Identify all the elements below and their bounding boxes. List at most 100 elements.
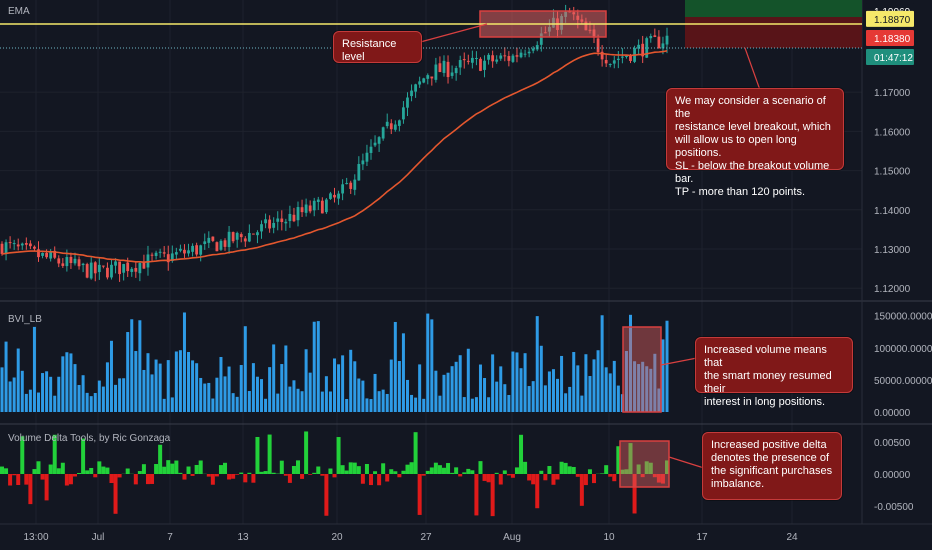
time-tick-label: 13	[237, 532, 249, 543]
volume-bar	[503, 384, 507, 412]
candle-body	[661, 43, 665, 49]
delta-bar	[36, 461, 41, 474]
delta-highlight-box[interactable]	[619, 440, 670, 488]
volume-bar	[199, 377, 203, 412]
delta-bar	[551, 474, 556, 485]
volume-bar	[588, 376, 592, 412]
delta-callout-line: denotes the presence of	[711, 452, 830, 464]
delta-axis[interactable]: 0.00500 0.00000 -0.00500	[874, 438, 914, 513]
candle-body	[260, 224, 263, 232]
candle-body	[203, 241, 207, 245]
price-badge-label: 1.18380	[874, 34, 911, 45]
volume-bar	[418, 364, 422, 412]
candle-body	[73, 258, 77, 264]
delta-bar	[77, 472, 82, 474]
candle-body	[12, 243, 16, 245]
delta-pane[interactable]	[0, 431, 669, 517]
candle-body	[625, 55, 628, 57]
delta-bar	[567, 466, 572, 474]
volume-bar	[16, 348, 20, 412]
volume-bar	[36, 392, 40, 412]
candle-body	[357, 163, 361, 181]
volume-bar	[316, 321, 320, 412]
price-axis[interactable]: 1.17000 1.16000 1.15000 1.14000 1.13000 1.120…	[874, 88, 911, 295]
candle-body	[126, 262, 130, 272]
volume-bar	[653, 353, 657, 412]
candle-body	[231, 232, 235, 242]
price-tick-label: 1.12000	[874, 284, 911, 295]
volume-bar	[93, 393, 97, 412]
price-badge	[866, 49, 914, 66]
delta-bar	[89, 467, 94, 474]
volume-bar	[576, 365, 580, 412]
candle-body	[491, 55, 495, 62]
delta-bar	[227, 474, 232, 480]
candle-body	[93, 262, 97, 274]
candle-body	[166, 254, 170, 263]
delta-bar	[214, 474, 219, 477]
candle-body	[49, 252, 53, 259]
volume-bar	[592, 359, 596, 412]
delta-bar	[356, 466, 361, 474]
candle-body	[174, 252, 178, 255]
time-tick-label: 17	[696, 532, 708, 543]
candle-body	[268, 219, 272, 229]
volume-callout-line: interest in long positions.	[704, 396, 826, 408]
delta-bar	[535, 474, 540, 509]
stop-zone[interactable]	[685, 17, 862, 48]
candle-body	[65, 257, 69, 267]
candle-body	[312, 200, 316, 211]
volume-bar	[454, 361, 458, 412]
candle-body	[527, 51, 531, 54]
candle-body	[146, 254, 150, 268]
candle-body	[608, 64, 612, 66]
target-zone[interactable]	[685, 0, 862, 17]
delta-bar	[344, 470, 349, 474]
candle-body	[345, 183, 349, 185]
volume-bar	[239, 365, 243, 412]
delta-bar	[24, 474, 29, 485]
volume-bar	[483, 378, 487, 412]
volume-tick-label: 100000.00000	[874, 344, 932, 355]
volume-bar	[405, 379, 409, 412]
candle-body	[235, 232, 239, 240]
volume-callout[interactable]: Increased volume means that the smart mo…	[695, 337, 853, 408]
candle-body	[519, 52, 523, 58]
candle-body	[130, 268, 134, 272]
grid-lines	[0, 0, 862, 524]
candle-body	[150, 254, 154, 256]
time-axis[interactable]: 13:00 Jul 7 13 20 27 Aug 10 17 24	[23, 532, 798, 543]
volume-bar	[280, 364, 284, 412]
volume-bar	[195, 363, 199, 412]
candle-body	[77, 259, 81, 267]
resistance-callout[interactable]: Resistance level	[333, 31, 422, 63]
volume-pane[interactable]	[0, 312, 669, 412]
candle-body	[256, 232, 259, 236]
time-tick-label: 7	[167, 532, 173, 543]
breakout-callout[interactable]: We may consider a scenario of the resist…	[666, 88, 844, 198]
volume-bar	[345, 398, 349, 412]
volume-bar	[81, 375, 85, 412]
volume-callout-line: the smart money resumed their	[704, 370, 832, 395]
candle-body	[446, 61, 450, 78]
volume-bar	[341, 355, 345, 412]
volume-bar	[641, 361, 645, 412]
volume-bar	[122, 378, 126, 412]
candle-body	[479, 58, 482, 71]
delta-bar	[40, 474, 45, 480]
delta-bar	[612, 474, 617, 482]
delta-bar	[600, 473, 605, 474]
delta-bar	[437, 465, 442, 474]
candle-body	[450, 72, 454, 76]
volume-bar	[365, 398, 369, 412]
delta-bar	[150, 474, 155, 484]
candle-body	[410, 90, 413, 97]
volume-axis[interactable]: 150000.00000 100000.00000 50000.00000 0.000…	[874, 312, 932, 419]
volume-bar	[49, 376, 53, 412]
price-badge	[866, 10, 914, 27]
delta-callout[interactable]: Increased positive delta denotes the pre…	[702, 432, 842, 500]
volume-bar	[401, 333, 405, 412]
volume-bar	[458, 355, 462, 412]
volume-bar	[584, 354, 588, 412]
volume-highlight-box[interactable]	[622, 326, 662, 413]
